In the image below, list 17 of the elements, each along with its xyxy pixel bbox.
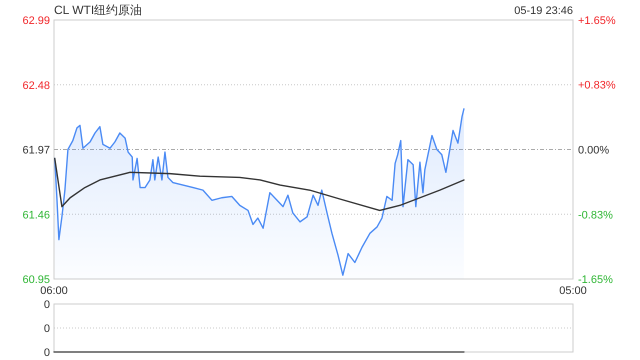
y-tick-label: 62.99 bbox=[22, 15, 50, 27]
y-tick-label: 0 bbox=[44, 347, 50, 359]
chart-title: CL WTI纽约原油 bbox=[54, 3, 142, 17]
y2-tick-label: +0.83% bbox=[578, 79, 616, 92]
y-tick-label: 0 bbox=[44, 323, 50, 335]
y2-tick-label: +1.65% bbox=[578, 15, 616, 27]
y-tick-label: 60.95 bbox=[22, 274, 50, 286]
y2-tick-label: 0.00% bbox=[578, 144, 610, 156]
y-tick-label: 0 bbox=[44, 299, 50, 311]
y-tick-label: 61.46 bbox=[22, 209, 50, 222]
text: 05-19 23:46 bbox=[514, 5, 573, 17]
y-tick-label: 61.97 bbox=[22, 144, 50, 156]
y-tick-label: 62.48 bbox=[22, 80, 50, 92]
y2-tick-label: -1.65% bbox=[578, 274, 614, 286]
x-tick-label: 05:00 bbox=[559, 285, 587, 297]
x-tick-label: 06:00 bbox=[40, 285, 68, 297]
y2-tick-label: -0.83% bbox=[578, 210, 614, 222]
